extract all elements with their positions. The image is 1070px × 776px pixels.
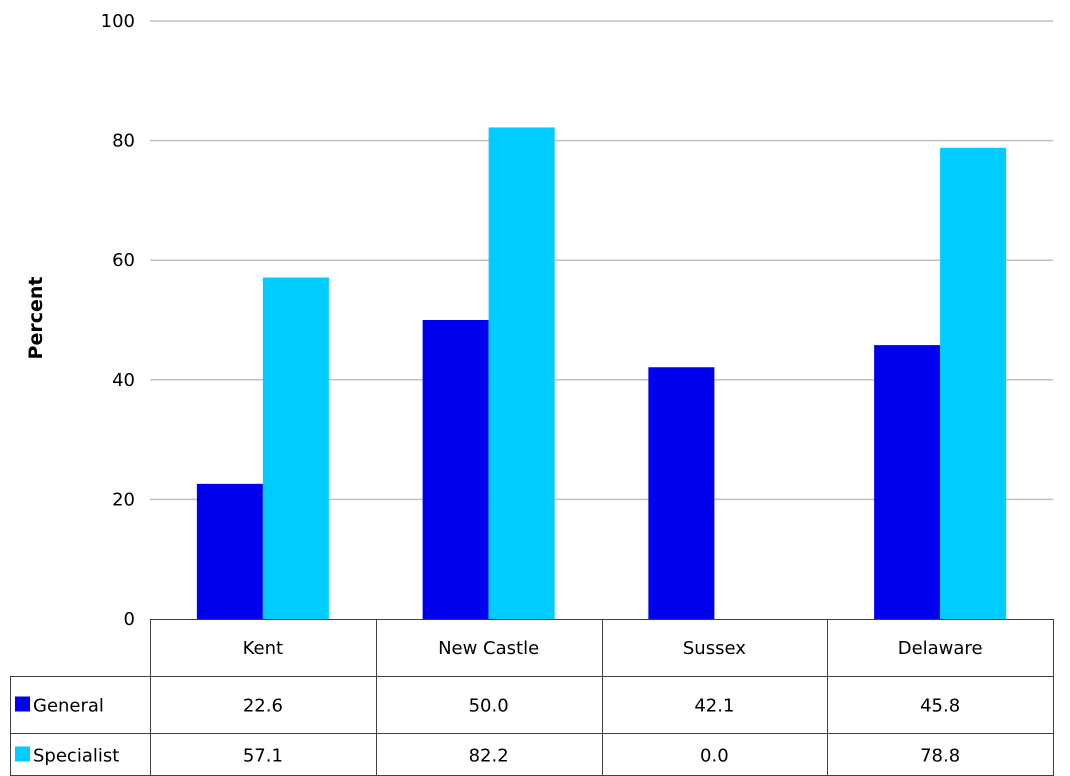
data-label: 50.0 bbox=[469, 696, 509, 717]
data-label: 45.8 bbox=[920, 696, 960, 717]
bar-general bbox=[422, 320, 489, 619]
y-tick-label: 100 bbox=[101, 11, 135, 32]
data-label: 22.6 bbox=[243, 696, 283, 717]
legend-label: General bbox=[33, 696, 104, 717]
bar-specialist bbox=[488, 127, 555, 619]
y-tick-label: 40 bbox=[112, 370, 135, 391]
legend-swatch bbox=[15, 746, 30, 762]
legend-label: Specialist bbox=[33, 746, 119, 767]
y-tick-label: 80 bbox=[112, 131, 135, 152]
x-category-label: Kent bbox=[243, 638, 283, 659]
bar-specialist bbox=[262, 277, 329, 619]
data-label: 0.0 bbox=[700, 746, 729, 767]
bar-specialist bbox=[940, 147, 1007, 619]
y-axis-label: Percent bbox=[25, 277, 47, 360]
y-tick-label: 0 bbox=[124, 609, 135, 630]
x-category-label: New Castle bbox=[438, 638, 539, 659]
bar-general bbox=[874, 345, 941, 619]
legend-swatch bbox=[15, 696, 30, 712]
x-category-label: Sussex bbox=[683, 638, 746, 659]
y-axis-ticks: 0 20 40 60 80 100 bbox=[101, 11, 135, 630]
y-tick-label: 60 bbox=[112, 250, 135, 271]
data-label: 78.8 bbox=[920, 746, 960, 767]
data-label: 42.1 bbox=[694, 696, 734, 717]
bars bbox=[196, 127, 1007, 619]
data-table: Kent New Castle Sussex Delaware General 22.6 5… bbox=[10, 619, 1054, 776]
data-label: 57.1 bbox=[243, 746, 283, 767]
bar-general bbox=[196, 483, 263, 619]
y-tick-label: 20 bbox=[112, 489, 135, 510]
data-label: 82.2 bbox=[469, 746, 509, 767]
x-category-label: Delaware bbox=[898, 638, 983, 659]
bar-general bbox=[648, 367, 715, 619]
